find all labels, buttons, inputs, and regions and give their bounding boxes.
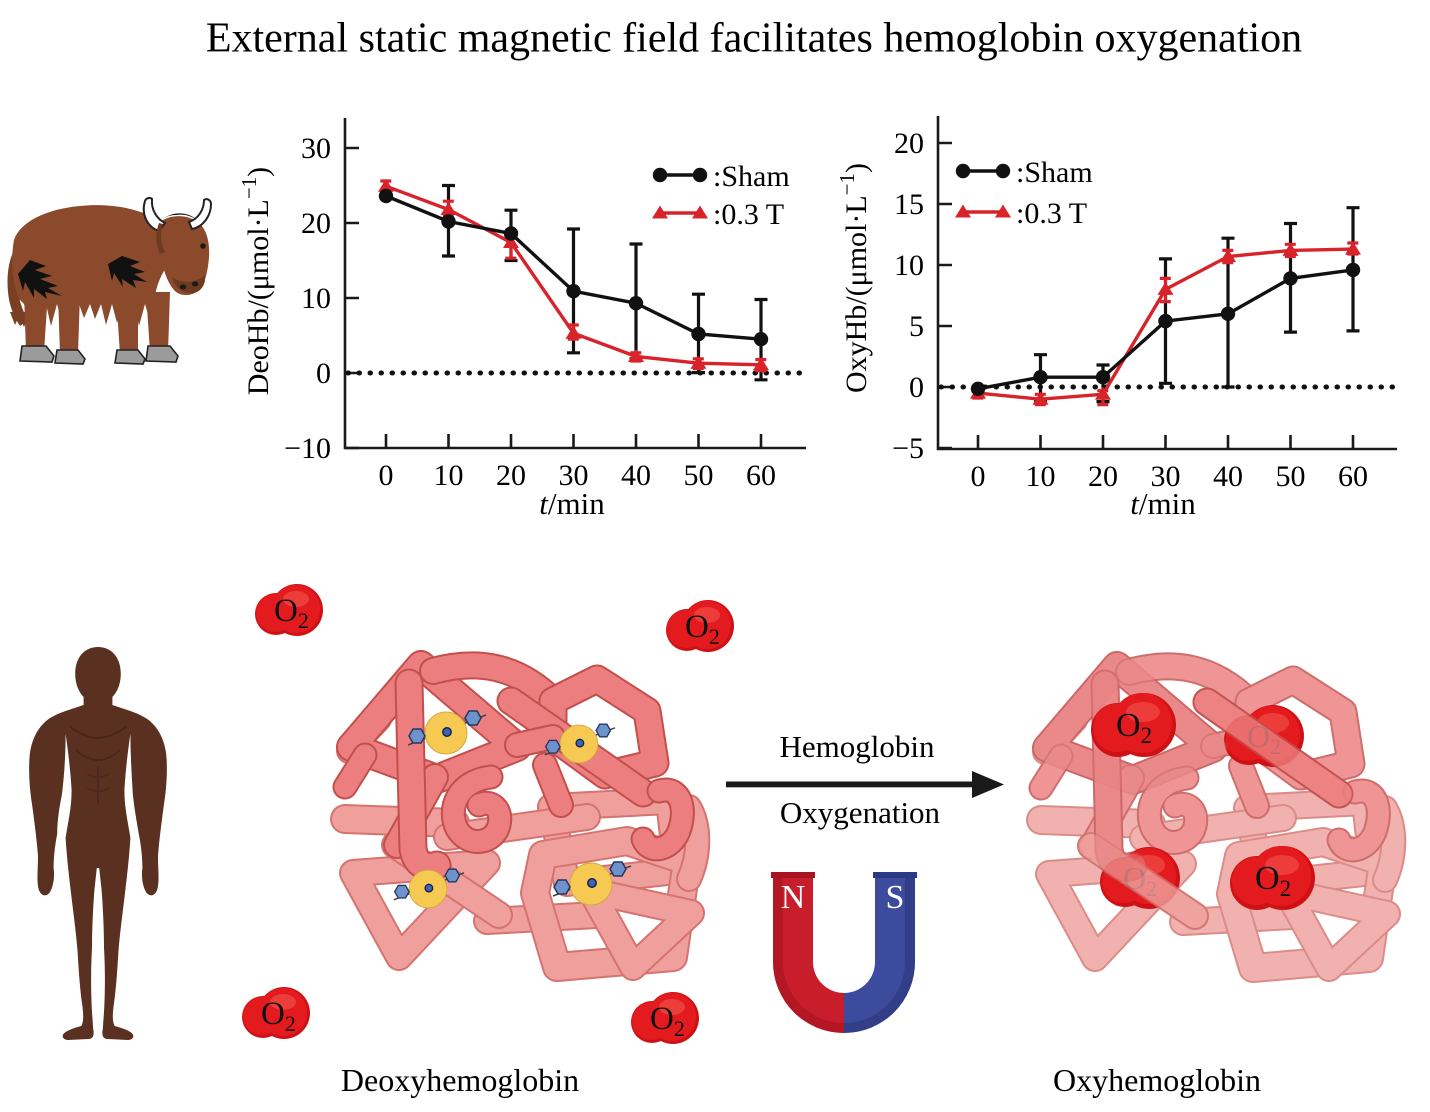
svg-text:30: 30 xyxy=(301,132,331,165)
svg-text:50: 50 xyxy=(684,459,714,492)
svg-text:S: S xyxy=(886,879,905,916)
svg-text:20: 20 xyxy=(301,207,331,240)
svg-text:t/min: t/min xyxy=(539,486,605,521)
svg-text::Sham: :Sham xyxy=(1016,156,1093,189)
svg-text:0: 0 xyxy=(909,371,924,404)
svg-text:20: 20 xyxy=(496,459,526,492)
svg-text:60: 60 xyxy=(1338,460,1368,493)
svg-text:−10: −10 xyxy=(284,432,331,465)
svg-text:N: N xyxy=(781,879,806,916)
svg-text:20: 20 xyxy=(894,127,924,160)
svg-text:OxyHb/(μmol·L−1): OxyHb/(μmol·L−1) xyxy=(835,163,873,393)
svg-text:10: 10 xyxy=(301,282,331,315)
svg-text:Hemoglobin: Hemoglobin xyxy=(780,729,935,764)
svg-text:t/min: t/min xyxy=(1130,486,1196,521)
svg-text:0: 0 xyxy=(316,357,331,390)
svg-text:10: 10 xyxy=(894,249,924,282)
svg-text:40: 40 xyxy=(621,459,651,492)
svg-text:Deoxyhemoglobin: Deoxyhemoglobin xyxy=(341,1062,579,1098)
svg-text:30: 30 xyxy=(1151,460,1181,493)
svg-text:60: 60 xyxy=(746,459,776,492)
svg-text:10: 10 xyxy=(1026,460,1056,493)
svg-text:30: 30 xyxy=(559,459,589,492)
svg-text:Oxygenation: Oxygenation xyxy=(780,795,941,830)
svg-text:10: 10 xyxy=(434,459,464,492)
svg-text:Oxyhemoglobin: Oxyhemoglobin xyxy=(1053,1062,1261,1098)
svg-text:15: 15 xyxy=(894,188,924,221)
svg-text::Sham: :Sham xyxy=(713,160,790,193)
svg-text:0: 0 xyxy=(379,459,394,492)
svg-text:−5: −5 xyxy=(892,432,924,465)
svg-text:20: 20 xyxy=(1088,460,1118,493)
svg-text:External static magnetic field: External static magnetic field facilitat… xyxy=(206,16,1302,62)
svg-text::0.3 T: :0.3 T xyxy=(713,198,784,231)
svg-text:0: 0 xyxy=(971,460,986,493)
svg-text:50: 50 xyxy=(1276,460,1306,493)
svg-text:DeoHb/(μmol·L−1): DeoHb/(μmol·L−1) xyxy=(237,167,275,395)
svg-text::0.3 T: :0.3 T xyxy=(1016,197,1087,230)
svg-text:40: 40 xyxy=(1213,460,1243,493)
svg-text:5: 5 xyxy=(909,310,924,343)
